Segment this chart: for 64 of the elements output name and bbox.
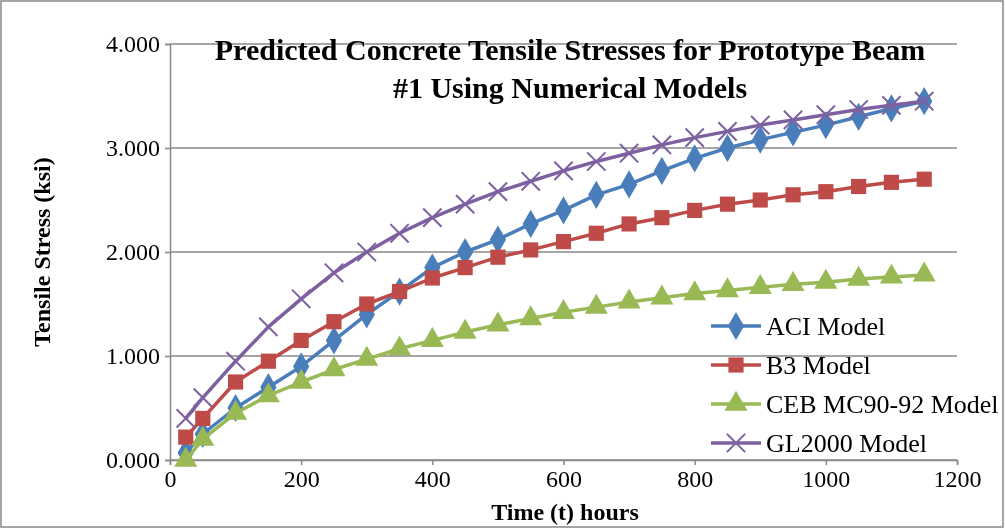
point xyxy=(195,410,211,426)
y-tick-label: 0.000 xyxy=(106,447,160,474)
legend-label: ACI Model xyxy=(766,312,886,341)
point xyxy=(818,184,834,200)
point xyxy=(323,262,345,283)
point xyxy=(454,194,476,215)
point xyxy=(457,260,473,276)
point xyxy=(389,223,410,244)
point xyxy=(618,143,640,164)
point xyxy=(356,241,377,263)
point xyxy=(654,210,670,226)
y-tick-label: 4.000 xyxy=(106,31,160,58)
point xyxy=(291,288,312,309)
point xyxy=(687,202,703,218)
point xyxy=(621,216,637,232)
point xyxy=(293,332,309,348)
point xyxy=(785,187,801,203)
x-tick-label: 400 xyxy=(414,466,451,493)
point xyxy=(916,171,932,187)
point xyxy=(651,134,673,156)
point xyxy=(260,353,276,369)
point xyxy=(719,196,736,212)
x-tick-label: 1000 xyxy=(802,466,851,493)
point xyxy=(178,429,194,445)
point xyxy=(359,296,375,312)
point xyxy=(523,242,539,258)
y-tick-label: 3.000 xyxy=(106,135,160,162)
x-tick-label: 1200 xyxy=(933,466,982,493)
y-tick-label: 2.000 xyxy=(106,239,160,266)
point xyxy=(228,374,244,390)
point xyxy=(883,174,899,190)
chart-title: Predicted Concrete Tensile Stresses for Prototype Beam #1 Using Numerical Models xyxy=(214,33,926,104)
x-tick-label: 600 xyxy=(546,466,582,493)
point xyxy=(750,114,771,136)
point xyxy=(752,192,768,208)
point xyxy=(586,151,607,172)
x-tick-label: 0 xyxy=(164,466,177,493)
point xyxy=(851,178,867,195)
point xyxy=(520,171,541,192)
point xyxy=(588,225,604,241)
point xyxy=(881,95,902,116)
point xyxy=(717,121,738,142)
y-tick-label: 1.000 xyxy=(106,343,160,370)
point xyxy=(422,207,443,228)
legend-label: CEB MC90-92 Model xyxy=(766,390,999,419)
x-tick-label: 800 xyxy=(677,466,714,493)
x-tick-label: 200 xyxy=(283,466,320,493)
point xyxy=(175,408,196,429)
legend-label: B3 Model xyxy=(766,351,871,380)
point xyxy=(326,314,342,330)
point xyxy=(424,270,440,286)
x-axis-title: Time (t) hours xyxy=(491,499,639,525)
point xyxy=(555,234,572,250)
point xyxy=(782,109,804,131)
point xyxy=(487,181,509,202)
point xyxy=(553,160,574,182)
legend-label: GL2000 Model xyxy=(766,429,928,458)
point xyxy=(684,127,705,148)
point xyxy=(490,249,506,265)
point xyxy=(848,99,869,120)
point xyxy=(192,387,213,408)
point xyxy=(391,283,408,300)
point xyxy=(815,104,836,125)
y-axis-title: Tensile Stress (ksi) xyxy=(29,157,55,347)
